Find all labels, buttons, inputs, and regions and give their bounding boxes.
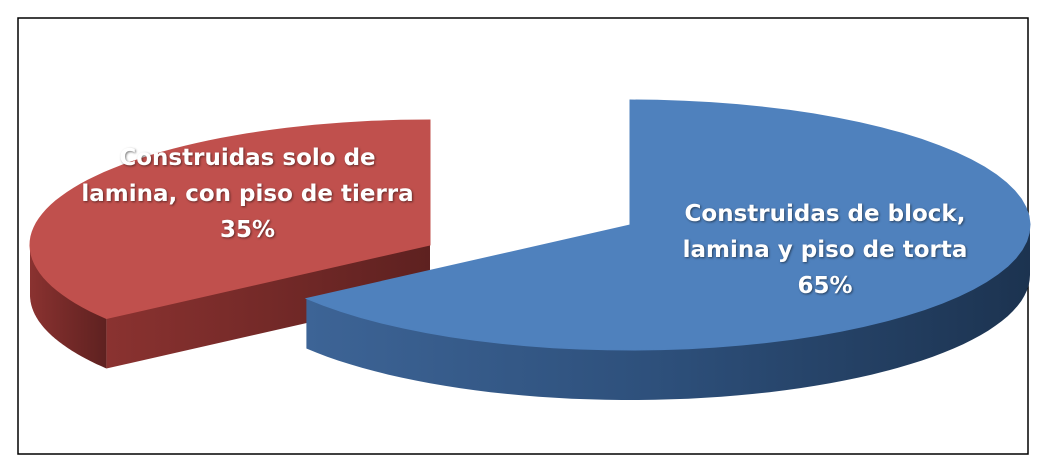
slice-label: Construidas de block, lamina y piso de t… — [682, 201, 968, 263]
slice-label: Construidas solo de lamina, con piso de … — [81, 145, 414, 207]
slice — [29, 119, 431, 320]
slice-value-label: 35% — [219, 217, 276, 243]
slice-side — [30, 245, 107, 369]
slice-cut-face — [106, 245, 431, 369]
slice-value-label: 65% — [797, 273, 853, 299]
slice-side — [306, 225, 1030, 400]
slice — [304, 99, 1031, 351]
